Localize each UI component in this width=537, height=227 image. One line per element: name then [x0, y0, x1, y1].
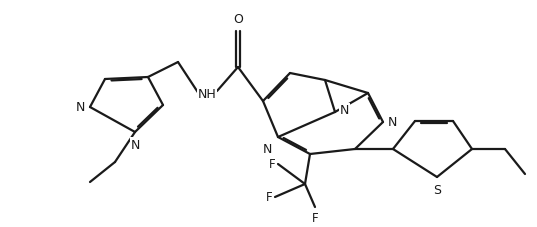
Text: S: S [433, 183, 441, 196]
Text: N: N [340, 104, 350, 117]
Text: O: O [233, 13, 243, 26]
Text: N: N [130, 138, 140, 151]
Text: F: F [265, 191, 272, 204]
Text: NH: NH [198, 88, 216, 101]
Text: N: N [388, 116, 397, 129]
Text: F: F [268, 158, 275, 171]
Text: F: F [311, 211, 318, 224]
Text: N: N [76, 101, 85, 114]
Text: N: N [263, 142, 272, 155]
